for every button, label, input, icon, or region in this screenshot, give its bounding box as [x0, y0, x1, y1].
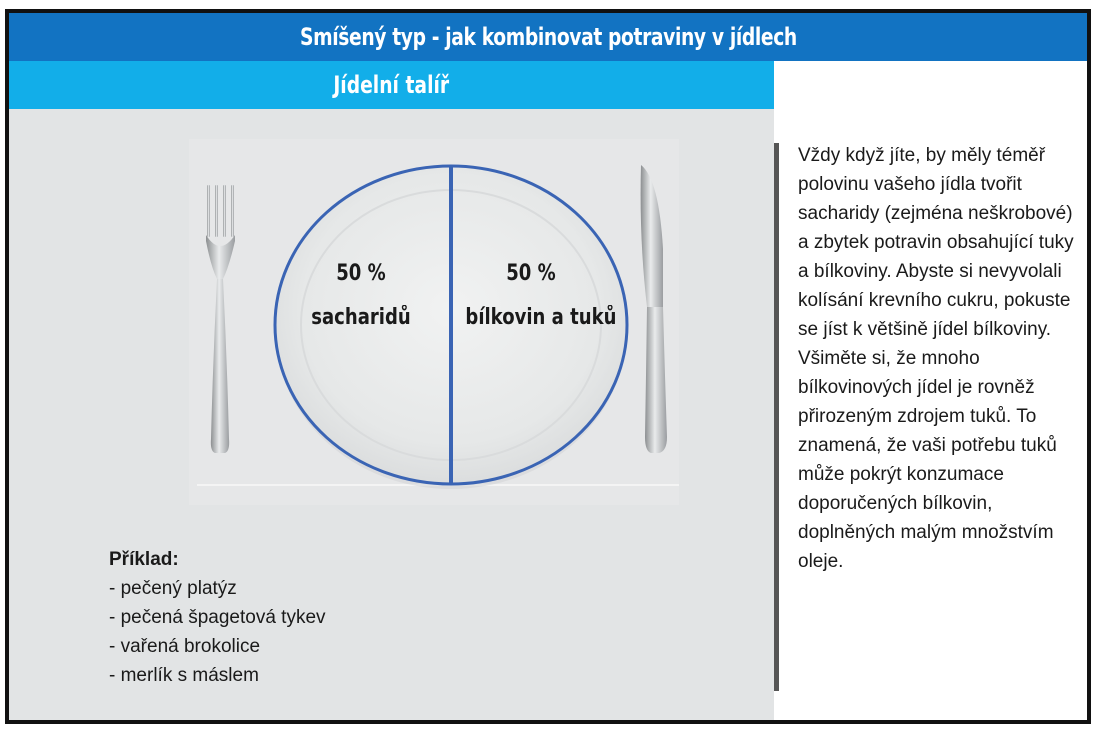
section-header: Jídelní talíř [9, 61, 774, 109]
description-text: Vždy když jíte, by měly téměř polovinu v… [798, 145, 1074, 572]
carbs-label: sacharidů [311, 305, 411, 330]
left-panel: Jídelní talíř [9, 61, 774, 720]
infographic-frame: Smíšený typ - jak kombinovat potraviny v… [5, 9, 1091, 724]
protein-fat-label: bílkovin a tuků [465, 305, 617, 330]
list-item: - vařená brokolice [109, 636, 261, 657]
plate-setting-image [189, 139, 679, 505]
protein-fat-percent: 50 % [506, 261, 556, 286]
plate-icon [273, 164, 629, 489]
list-item: - pečený platýz [109, 578, 237, 599]
page-title: Smíšený typ - jak kombinovat potraviny v… [299, 23, 797, 51]
vertical-divider [774, 143, 779, 691]
title-bar: Smíšený typ - jak kombinovat potraviny v… [9, 13, 1087, 61]
plate-illustration: 50 % sacharidů 50 % bílkovin a tuků [189, 139, 679, 505]
example-list: Příklad: - pečený platýz - pečená špaget… [109, 545, 326, 690]
list-item: - merlík s máslem [109, 665, 259, 686]
carbs-percent: 50 % [336, 261, 386, 286]
list-item: - pečená špagetová tykev [109, 607, 326, 628]
section-title: Jídelní talíř [333, 71, 450, 99]
fork-icon [206, 185, 235, 453]
knife-icon [640, 165, 667, 453]
example-heading: Příklad: [109, 549, 179, 570]
